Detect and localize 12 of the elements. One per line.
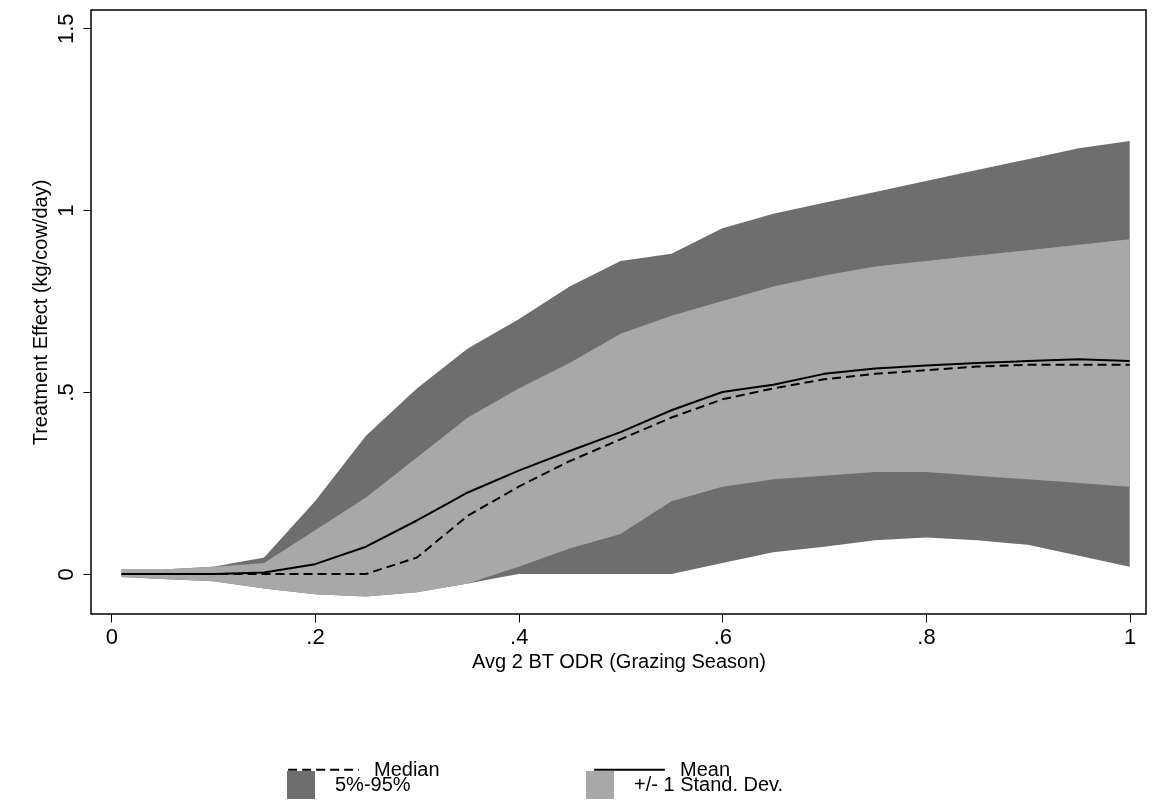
x-axis-title: Avg 2 BT ODR (Grazing Season) [472, 649, 766, 672]
x-tick-label: 1 [1124, 623, 1137, 649]
y-tick-label: 1 [52, 204, 78, 217]
x-tick-label: .6 [713, 623, 733, 649]
x-tick-label: 0 [105, 623, 118, 649]
x-tick-label: .4 [510, 623, 529, 649]
y-tick-label: .5 [52, 383, 78, 402]
y-tick-label: 0 [52, 568, 78, 581]
x-tick-label: .2 [306, 623, 325, 649]
y-axis-title: Treatment Effect (kg/cow/day) [28, 179, 51, 446]
y-tick-label: 1.5 [52, 13, 78, 44]
x-tick-label: .8 [917, 623, 936, 649]
